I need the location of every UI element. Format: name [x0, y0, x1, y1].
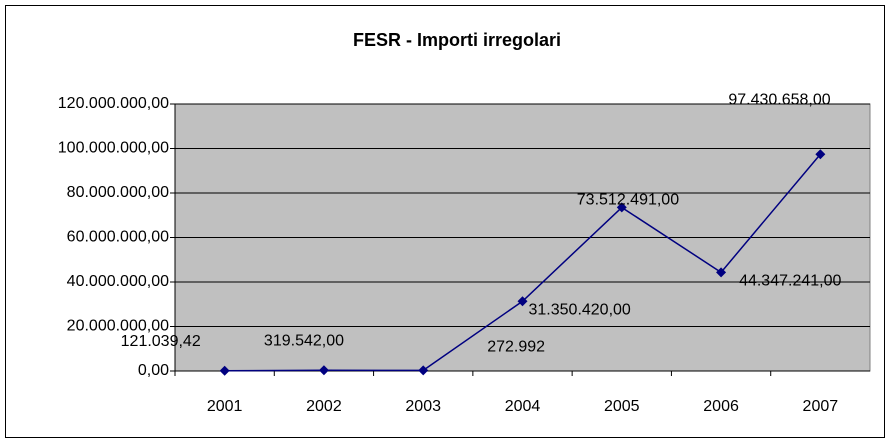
x-tick-label: 2006: [703, 398, 739, 415]
marker: [815, 149, 826, 160]
data-label: 97.430.658,00: [728, 91, 830, 108]
marker: [517, 296, 528, 307]
x-tick-label: 2001: [207, 398, 243, 415]
x-tick-label: 2007: [803, 398, 839, 415]
y-tick-label: 100.000.000,00: [58, 140, 169, 157]
y-tick-label: 80.000.000,00: [67, 184, 169, 201]
x-tick-label: 2002: [306, 398, 342, 415]
marker: [716, 267, 727, 278]
y-tick-label: 40.000.000,00: [67, 273, 169, 290]
data-label: 319.542,00: [264, 333, 344, 350]
chart-title: FESR - Importi irregolari: [353, 30, 561, 50]
y-tick-label: 0,00: [138, 362, 169, 379]
marker: [616, 202, 627, 213]
data-label: 272.992: [487, 339, 545, 356]
x-tick-label: 2005: [604, 398, 640, 415]
data-label: 44.347.241,00: [739, 273, 841, 290]
y-tick-label: 20.000.000,00: [67, 318, 169, 335]
x-tick-label: 2003: [405, 398, 441, 415]
y-tick-label: 60.000.000,00: [67, 229, 169, 246]
marker: [219, 365, 230, 376]
y-tick-label: 120.000.000,00: [58, 95, 169, 112]
marker: [418, 365, 429, 376]
data-label: 73.512.491,00: [577, 192, 679, 209]
marker: [318, 365, 329, 376]
data-label: 31.350.420,00: [529, 301, 631, 318]
data-label: 121.039,42: [121, 333, 201, 350]
x-tick-label: 2004: [505, 398, 541, 415]
